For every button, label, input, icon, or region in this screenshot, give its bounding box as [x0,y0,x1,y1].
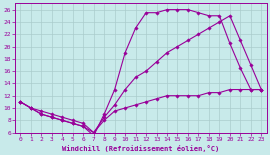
X-axis label: Windchill (Refroidissement éolien,°C): Windchill (Refroidissement éolien,°C) [62,144,220,152]
